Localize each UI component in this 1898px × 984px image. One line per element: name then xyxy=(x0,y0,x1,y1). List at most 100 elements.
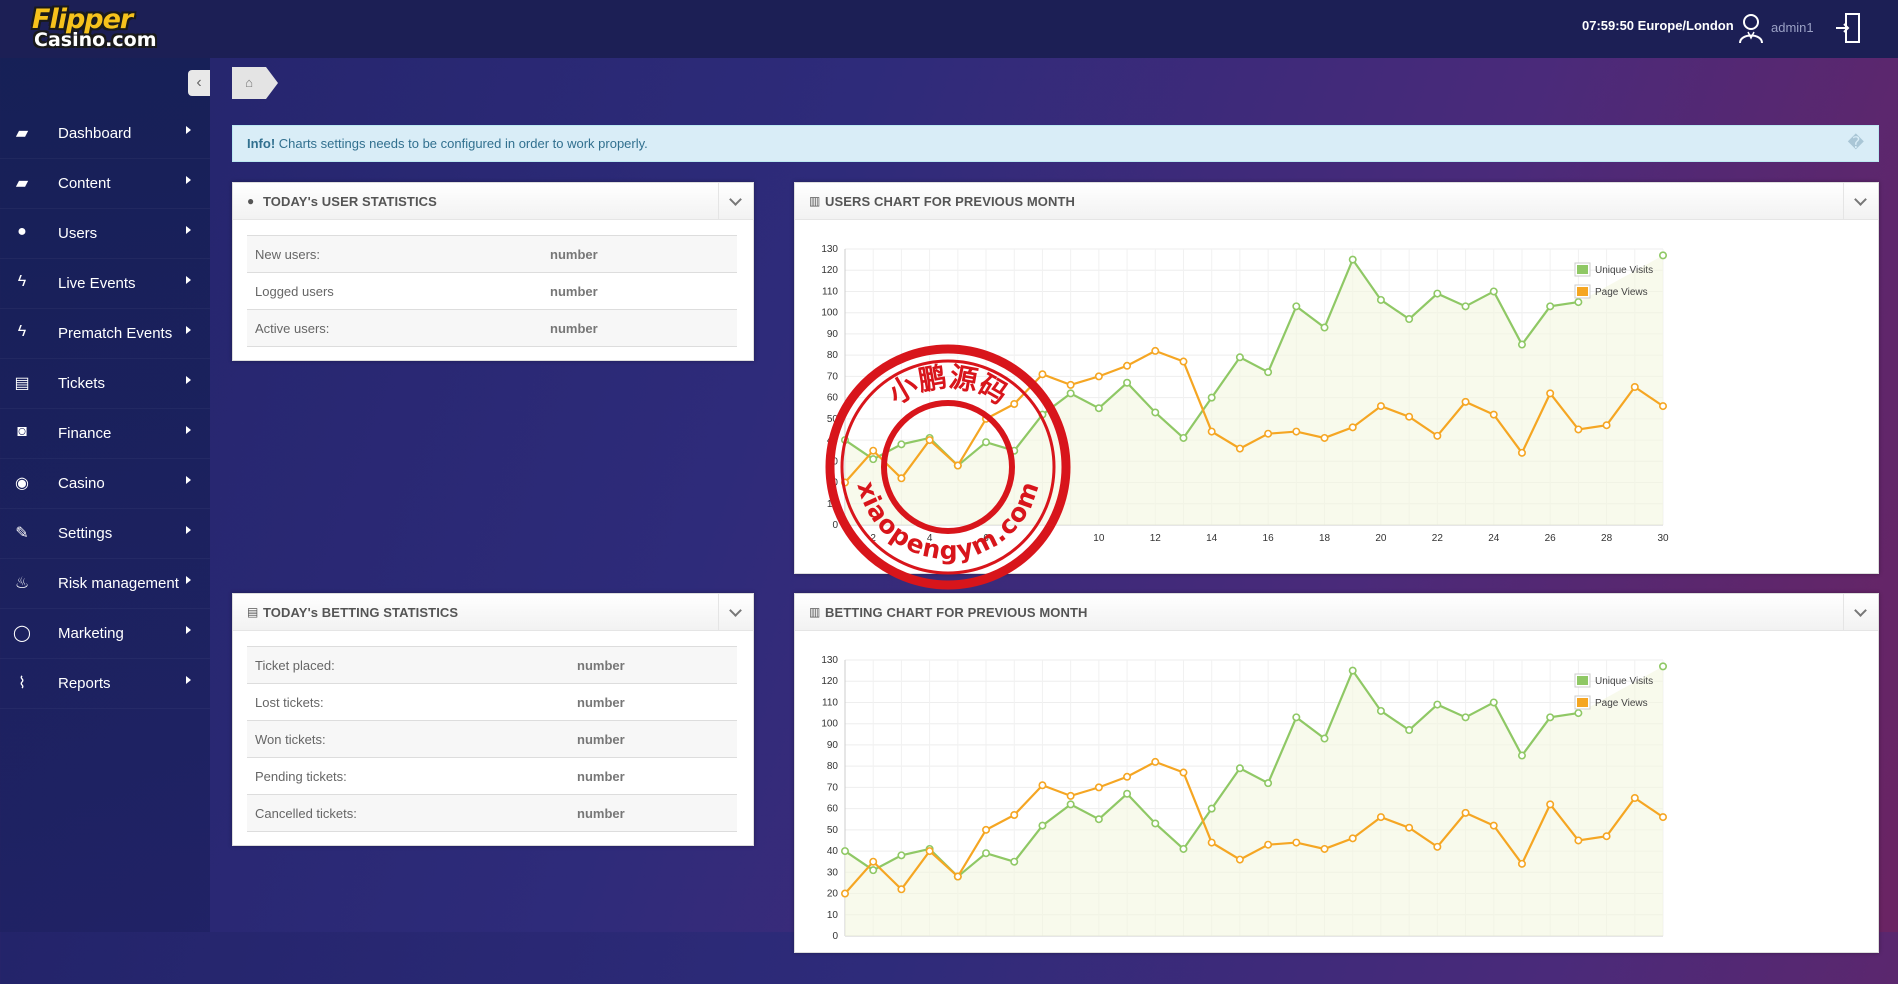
stat-value: number xyxy=(550,247,598,262)
y-tick-label: 0 xyxy=(832,520,838,531)
sidebar-item-content[interactable]: ▰ Content xyxy=(0,159,210,209)
sidebar-item-dashboard[interactable]: ▰ Dashboard xyxy=(0,109,210,159)
data-point xyxy=(1320,844,1329,853)
data-point xyxy=(1123,772,1132,781)
home-icon[interactable]: ⌂ xyxy=(232,67,266,99)
data-point xyxy=(1405,726,1414,735)
table-row: Lost tickets: number xyxy=(247,683,737,720)
question-icon[interactable]: � xyxy=(1847,135,1864,152)
y-tick-label: 80 xyxy=(827,350,839,361)
y-tick-label: 100 xyxy=(821,308,838,319)
data-point xyxy=(1376,706,1385,715)
sidebar-item-marketing[interactable]: ◯ Marketing xyxy=(0,609,210,659)
user-icon: ● xyxy=(17,223,27,240)
sidebar-menu: ▰ Dashboard ▰ Content ● Users ϟ Live Eve… xyxy=(0,109,210,709)
data-point xyxy=(1574,425,1583,434)
sidebar-item-reports[interactable]: ⌇ Reports xyxy=(0,659,210,709)
stat-label: Won tickets: xyxy=(255,732,326,747)
data-point xyxy=(1602,421,1611,430)
y-tick-label: 130 xyxy=(821,655,838,666)
data-point xyxy=(1517,448,1526,457)
panel-collapse-button[interactable] xyxy=(718,183,753,219)
chevron-down-icon xyxy=(1854,604,1867,617)
data-point xyxy=(1574,298,1583,307)
data-point xyxy=(869,446,878,455)
series-area xyxy=(845,255,1663,525)
x-tick-label: 10 xyxy=(1093,533,1105,544)
data-point xyxy=(1207,838,1216,847)
panel-collapse-button[interactable] xyxy=(1843,594,1878,630)
legend-swatch xyxy=(1577,287,1588,296)
data-point xyxy=(869,455,878,464)
panel-title: TODAY's USER STATISTICS xyxy=(263,194,437,209)
sidebar-item-finance[interactable]: ◙ Finance xyxy=(0,409,210,459)
y-tick-label: 10 xyxy=(827,910,839,921)
comment-icon: ◯ xyxy=(13,625,31,642)
y-tick-label: 80 xyxy=(827,761,839,772)
sidebar-item-casino[interactable]: ◉ Casino xyxy=(0,459,210,509)
sidebar-item-users[interactable]: ● Users xyxy=(0,209,210,259)
panel-collapse-button[interactable] xyxy=(718,594,753,630)
logout-icon[interactable] xyxy=(1834,12,1862,44)
data-point xyxy=(1602,832,1611,841)
caret-right-icon xyxy=(186,376,191,384)
panel-collapse-button[interactable] xyxy=(1843,183,1878,219)
data-point xyxy=(897,851,906,860)
data-point xyxy=(1235,353,1244,362)
data-point xyxy=(1630,383,1639,392)
legend-label: Page Views xyxy=(1595,698,1648,709)
data-point xyxy=(1151,408,1160,417)
data-point xyxy=(1151,757,1160,766)
stat-label: Pending tickets: xyxy=(255,769,347,784)
sidebar-item-settings[interactable]: ✎ Settings xyxy=(0,509,210,559)
x-tick-label: 26 xyxy=(1545,533,1557,544)
data-point xyxy=(1320,734,1329,743)
stat-label: Cancelled tickets: xyxy=(255,806,357,821)
panel-header: ▥ BETTING CHART FOR PREVIOUS MONTH xyxy=(795,594,1878,631)
data-point xyxy=(982,849,991,858)
data-point xyxy=(869,866,878,875)
data-point xyxy=(1574,709,1583,718)
bar-chart-icon: ▥ xyxy=(809,194,821,208)
stat-value: number xyxy=(550,321,598,336)
y-tick-label: 100 xyxy=(821,719,838,730)
sidebar-item-tickets[interactable]: ▤ Tickets xyxy=(0,359,210,409)
x-tick-label: 2 xyxy=(870,533,876,544)
y-tick-label: 40 xyxy=(827,846,839,857)
data-point xyxy=(982,825,991,834)
sidebar-item-label: Users xyxy=(58,225,98,242)
sidebar-item-risk-management[interactable]: ♨ Risk management xyxy=(0,559,210,609)
bar-chart-icon: ▥ xyxy=(809,605,821,619)
data-point xyxy=(1207,393,1216,402)
paperclip-icon: ⌇ xyxy=(18,675,26,692)
sidebar xyxy=(0,58,210,932)
data-point xyxy=(897,885,906,894)
y-tick-label: 110 xyxy=(822,286,838,297)
data-point xyxy=(1010,810,1019,819)
data-point xyxy=(1376,402,1385,411)
table-row: Active users: number xyxy=(247,309,737,347)
user-icon: ● xyxy=(247,194,255,208)
brand-logo[interactable]: Flipper Casino.com xyxy=(32,6,182,54)
sidebar-item-prematch-events[interactable]: ϟ Prematch Events xyxy=(0,309,210,359)
book-icon: ▰ xyxy=(15,125,29,142)
data-point xyxy=(1348,834,1357,843)
sidebar-item-live-events[interactable]: ϟ Live Events xyxy=(0,259,210,309)
username[interactable]: admin1 xyxy=(1771,20,1814,35)
table-row: Cancelled tickets: number xyxy=(247,794,737,832)
data-point xyxy=(1292,713,1301,722)
data-point xyxy=(1038,370,1047,379)
legend-swatch xyxy=(1577,676,1588,685)
data-point xyxy=(1546,713,1555,722)
sidebar-collapse-button[interactable]: ‹ xyxy=(188,70,210,96)
panel-header: ▤ TODAY's BETTING STATISTICS xyxy=(233,594,753,631)
series-line xyxy=(844,349,1664,484)
data-point xyxy=(1151,819,1160,828)
user-avatar-icon[interactable] xyxy=(1738,12,1764,44)
data-point xyxy=(1235,855,1244,864)
data-point xyxy=(1517,751,1526,760)
stat-label: New users: xyxy=(255,247,321,262)
bolt-icon: ϟ xyxy=(17,273,27,290)
data-point xyxy=(1461,397,1470,406)
watermark-bottom-text: xiaopengym.com xyxy=(852,477,1045,565)
